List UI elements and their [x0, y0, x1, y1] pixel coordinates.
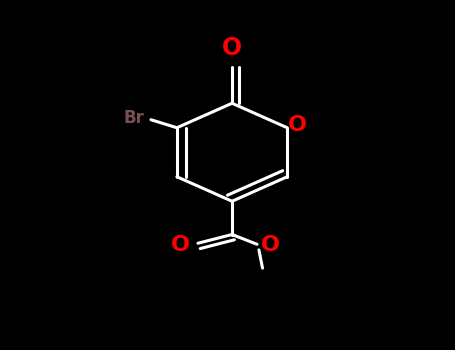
- Text: Br: Br: [123, 109, 144, 127]
- Text: O: O: [261, 235, 280, 256]
- Text: O: O: [171, 235, 190, 256]
- Text: O: O: [222, 36, 242, 60]
- Text: O: O: [288, 115, 307, 135]
